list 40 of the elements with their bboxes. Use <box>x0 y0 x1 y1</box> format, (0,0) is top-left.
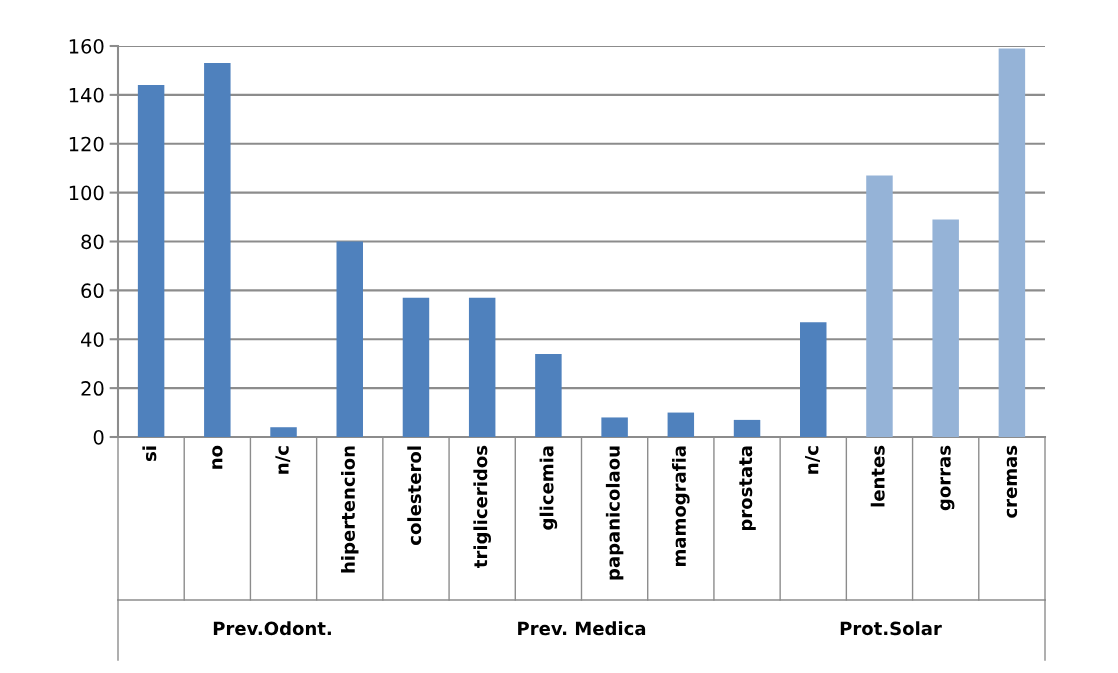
y-tick-label: 40 <box>81 332 104 347</box>
bar <box>270 427 297 437</box>
y-tick-label: 0 <box>93 429 104 445</box>
y-tick-label: 100 <box>69 185 104 201</box>
x-tick-label: no <box>212 445 223 469</box>
y-tick-label: 140 <box>69 87 104 103</box>
x-tick-label: lentes <box>870 445 885 507</box>
x-tick-label: colesterol <box>407 446 422 545</box>
x-tick-label: papanicolaou <box>605 446 624 580</box>
y-tick-label: 160 <box>69 38 104 54</box>
bar <box>402 297 430 437</box>
bar <box>204 63 231 437</box>
text: Prev.Odont. <box>213 621 331 636</box>
x-tick-label: n/c <box>275 446 291 474</box>
bar <box>800 322 827 437</box>
bar <box>733 419 761 437</box>
x-tick-label: glicemia <box>539 446 558 530</box>
y-tick-label: 60 <box>81 283 104 299</box>
x-tick-label: gorras <box>940 445 955 511</box>
x-tick-label: n/c <box>805 446 820 474</box>
text: Prot.Solar <box>840 621 942 636</box>
x-tick-label: mamografia <box>672 446 690 566</box>
x-tick-label: hipertencion <box>341 446 359 573</box>
y-tick-label: 80 <box>81 234 104 250</box>
bar <box>468 297 496 437</box>
bar <box>667 412 695 437</box>
x-tick-label: trigliceridos <box>473 445 491 568</box>
y-tick-label: 20 <box>81 381 104 396</box>
bar <box>137 85 165 437</box>
bar <box>932 219 959 437</box>
x-tick-label: cremas <box>1006 445 1018 518</box>
bar <box>336 241 363 437</box>
x-tick-label: si <box>142 446 157 461</box>
x-tick-label: prostata <box>739 446 756 531</box>
bar <box>601 417 628 437</box>
bar <box>866 175 893 437</box>
bar <box>998 48 1026 437</box>
bar <box>535 353 562 437</box>
text: Prev. Medica <box>518 621 646 636</box>
y-tick-label: 120 <box>69 136 104 152</box>
